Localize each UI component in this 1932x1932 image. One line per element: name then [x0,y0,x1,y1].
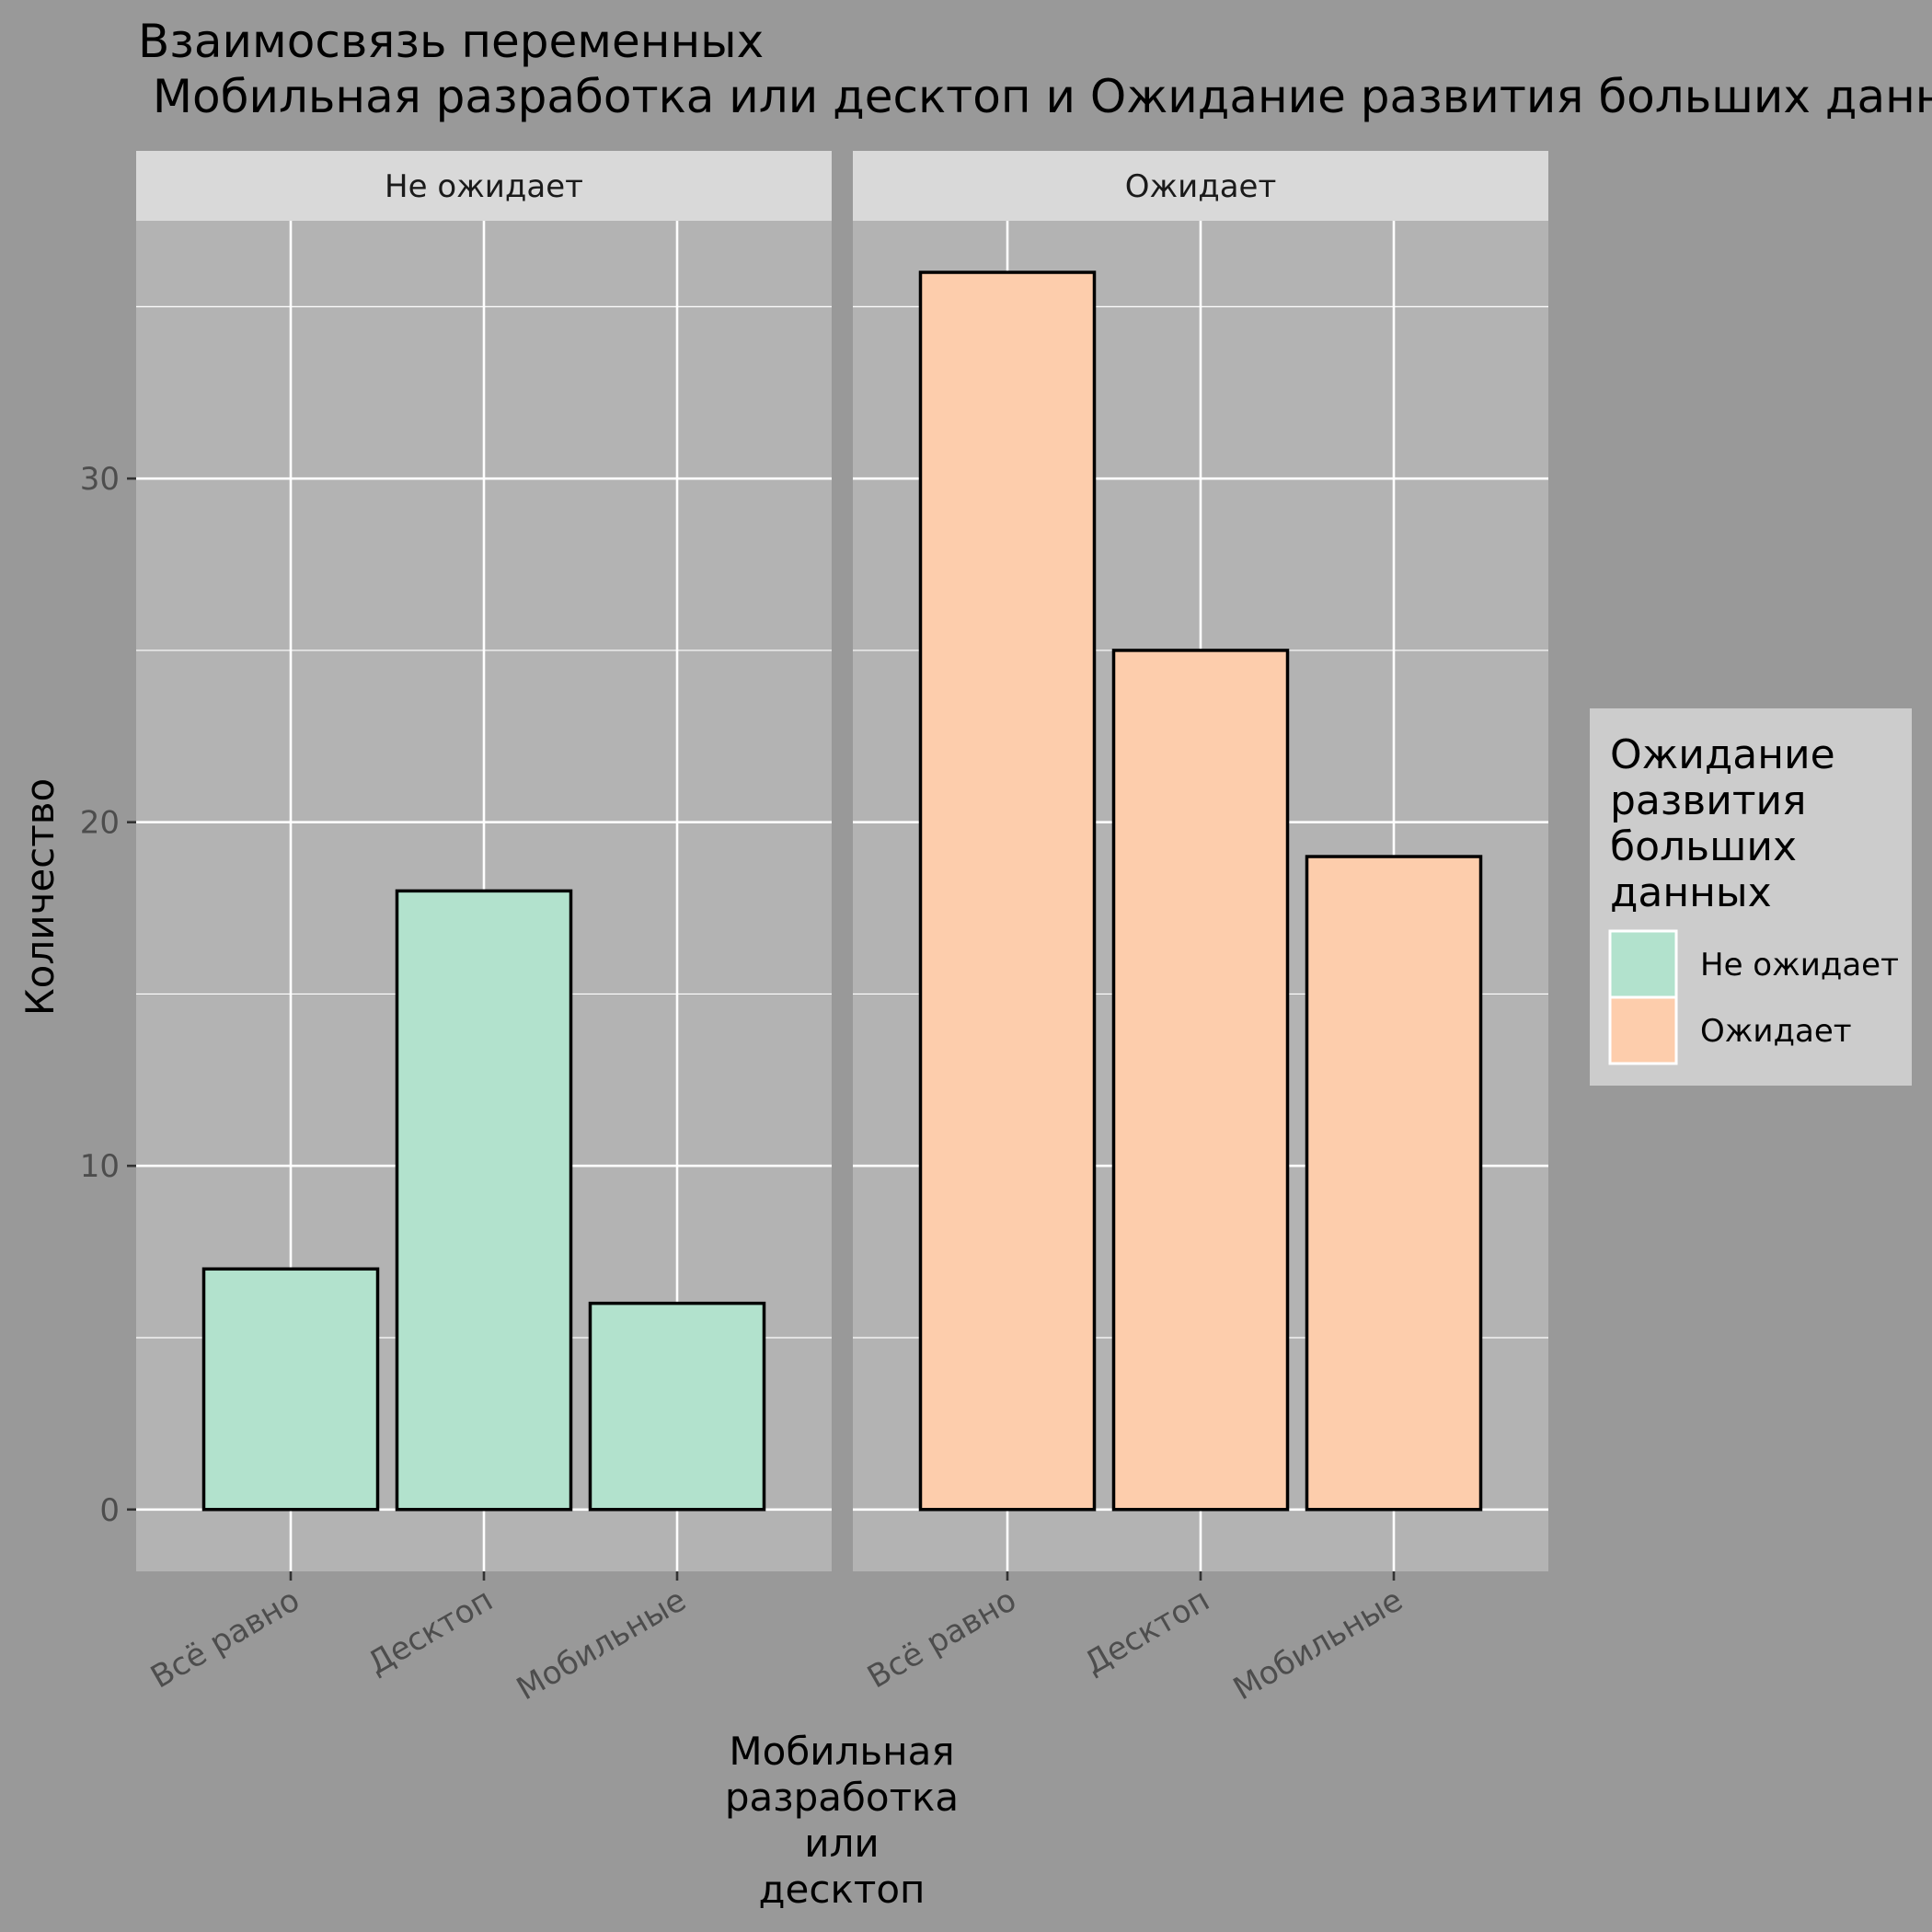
facet-strip-label-не-ожидает: Не ожидает [385,168,583,205]
x-axis-title: Мобильная разработка или десктоп [725,1729,959,1912]
facet-strip-ожидает [853,151,1548,221]
bar-ожидает-десктоп [1111,649,1290,1512]
y-tick-label-10: 10 [80,1148,120,1185]
x-tick-label-мобильные: Мобильные [1227,1581,1409,1708]
x-axis-title-line-4: десктоп [759,1867,926,1912]
bar-не-ожидает-десктоп [395,889,573,1512]
legend-key-ozhidaet [1608,995,1678,1065]
legend-label-ozhidaet: Ожидает [1700,1013,1852,1050]
y-tick-label-0: 0 [99,1492,120,1529]
legend: Ожидание развития больших данных Не ожид… [1590,708,1912,1086]
facet-panel-ожидает: Ожидает Всё равно Десктоп Мобильные [853,151,1548,1708]
x-axis-title-line-2: разработка [725,1775,959,1820]
facet-strip-label-ожидает: Ожидает [1125,168,1277,205]
x-tick-label-десктоп: Десктоп [362,1581,500,1682]
y-axis-title: Количество [17,778,63,1016]
legend-key-ne-ozhidaet [1608,929,1678,999]
legend-title-line-1: Ожидание [1610,731,1835,778]
y-tick-label-30: 30 [80,461,120,498]
bar-ожидает-всё-равно [918,270,1097,1512]
x-tick-label-десктоп: Десктоп [1078,1581,1216,1682]
x-tick-label-всё-равно: Всё равно [861,1581,1022,1696]
x-tick-label-всё-равно: Всё равно [144,1581,305,1696]
y-axis: 0 10 20 30 [80,461,136,1529]
legend-title-line-2: развития [1610,777,1807,824]
x-axis-title-line-1: Мобильная [729,1729,954,1774]
x-tick-label-мобильные: Мобильные [511,1581,693,1708]
bar-ожидает-мобильные [1305,855,1483,1512]
chart-title-line-1: Взаимосвязь переменных [138,15,764,68]
bar-не-ожидает-мобильные [588,1301,766,1512]
legend-title-line-3: больших [1610,823,1797,870]
x-axis-title-line-3: или [804,1821,879,1866]
chart-title-line-2: Мобильная разработка или десктоп и Ожида… [138,70,1932,123]
y-tick-label-20: 20 [80,805,120,842]
bar-не-ожидает-всё-равно [201,1267,380,1512]
facet-strip-не-ожидает [136,151,832,221]
legend-label-ne-ozhidaet: Не ожидает [1700,947,1899,983]
facet-panel-не-ожидает: Не ожидает Всё равно Десктоп Мобильные [136,151,832,1708]
legend-title-line-4: данных [1610,869,1772,916]
